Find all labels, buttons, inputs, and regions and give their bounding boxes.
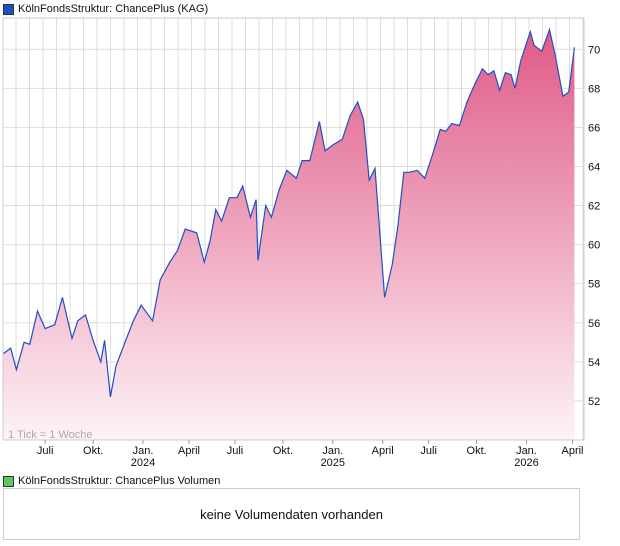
x-tick-label: Jan. (133, 445, 154, 457)
price-chart: 1 Tick = 1 Woche 52 54 56 58 60 62 64 66 68 70 Jul… (2, 17, 600, 469)
x-tick-label: April (561, 445, 583, 457)
x-tick-label: Juli (227, 445, 244, 457)
y-tick-label: 68 (588, 83, 600, 95)
y-tick-label: 62 (588, 201, 600, 213)
y-tick-label: 60 (588, 240, 600, 252)
x-tick-label: Jan. (322, 445, 343, 457)
price-line (2, 27, 575, 398)
y-tick-label: 58 (588, 279, 600, 291)
x-tick-year: 2026 (514, 457, 538, 469)
volume-swatch-icon (3, 475, 14, 487)
x-tick-label: Okt. (83, 445, 103, 457)
legend-volume-label: KölnFondsStruktur: ChancePlus Volumen (18, 475, 221, 487)
tick-note: 1 Tick = 1 Woche (8, 429, 92, 441)
y-tick-label: 56 (588, 318, 600, 330)
y-tick-label: 54 (588, 357, 600, 369)
volume-message: keine Volumendaten vorhanden (200, 506, 383, 522)
volume-panel: keine Volumendaten vorhanden (3, 488, 580, 540)
price-swatch-icon (3, 3, 14, 15)
x-tick-label: Jan. (516, 445, 537, 457)
x-tick-year: 2024 (131, 457, 155, 469)
x-tick-year: 2025 (321, 457, 345, 469)
x-tick-label: April (372, 445, 394, 457)
legend-price-label: KölnFondsStruktur: ChancePlus (KAG) (18, 3, 209, 15)
y-tick-label: 70 (588, 44, 600, 56)
x-tick-label: Juli (420, 445, 437, 457)
legend-price: KölnFondsStruktur: ChancePlus (KAG) (3, 3, 208, 15)
y-tick-label: 52 (588, 396, 600, 408)
price-area (3, 29, 575, 440)
x-tick-label: Okt. (273, 445, 293, 457)
plot-frame (2, 17, 585, 441)
x-tick-label: April (178, 445, 200, 457)
y-tick-label: 64 (588, 161, 600, 173)
x-tick-label: Juli (37, 445, 54, 457)
legend-volume: KölnFondsStruktur: ChancePlus Volumen (3, 475, 220, 487)
y-tick-label: 66 (588, 122, 600, 134)
x-tick-label: Okt. (467, 445, 487, 457)
